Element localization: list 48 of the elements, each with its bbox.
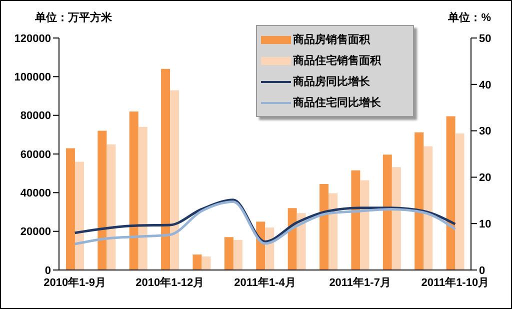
legend-label: 商品房同比增长 [293,74,370,89]
bar [424,146,433,270]
bar [382,154,392,270]
bar [446,116,456,270]
bar [224,237,234,270]
bar [98,130,107,270]
y-tick-label: 80000 [20,110,51,122]
y-axis-title: 单位：万平方米 [35,10,112,25]
bar [202,256,211,270]
bar [414,132,424,270]
bar [138,126,148,270]
y2-tick-label: 50 [479,32,492,45]
bar [233,240,242,270]
x-tick-label: 2011年1-7月 [329,276,391,289]
bar [360,180,370,270]
bar [392,167,401,270]
bar [106,144,116,270]
x-tick-label: 2010年1-9月 [44,276,106,289]
y2-tick-label: 0 [479,264,486,277]
bar [192,254,202,270]
y2-tick-label: 30 [479,126,492,138]
y2-axis-title: 单位：% [448,10,491,25]
bar [288,208,297,270]
bar [129,111,138,270]
y-tick-label: 100000 [14,72,51,84]
bar [320,184,329,270]
bar [161,68,170,270]
y2-tick-label: 10 [479,218,492,231]
bar [455,134,464,270]
y2-tick-label: 40 [479,79,492,92]
x-tick-label: 2011年1-10月 [421,276,490,289]
bar [170,90,180,270]
y-tick-label: 20000 [20,226,51,238]
y-tick-label: 120000 [14,32,51,45]
x-tick-label: 2011年1-4月 [234,276,296,289]
legend-label: 商品住宅销售面积 [293,54,381,68]
bar [296,213,306,270]
bar [351,170,360,270]
bar [66,148,75,270]
x-tick-label: 2010年1-12月 [136,276,204,289]
y-tick-label: 40000 [20,188,51,200]
y-tick-label: 60000 [20,148,51,161]
bar [74,162,84,270]
bar [328,193,338,270]
legend-label: 商品房销售面积 [293,32,370,47]
y-tick-label: 0 [44,264,51,277]
legend-label: 商品住宅同比增长 [293,96,381,110]
y2-tick-label: 20 [479,172,492,184]
